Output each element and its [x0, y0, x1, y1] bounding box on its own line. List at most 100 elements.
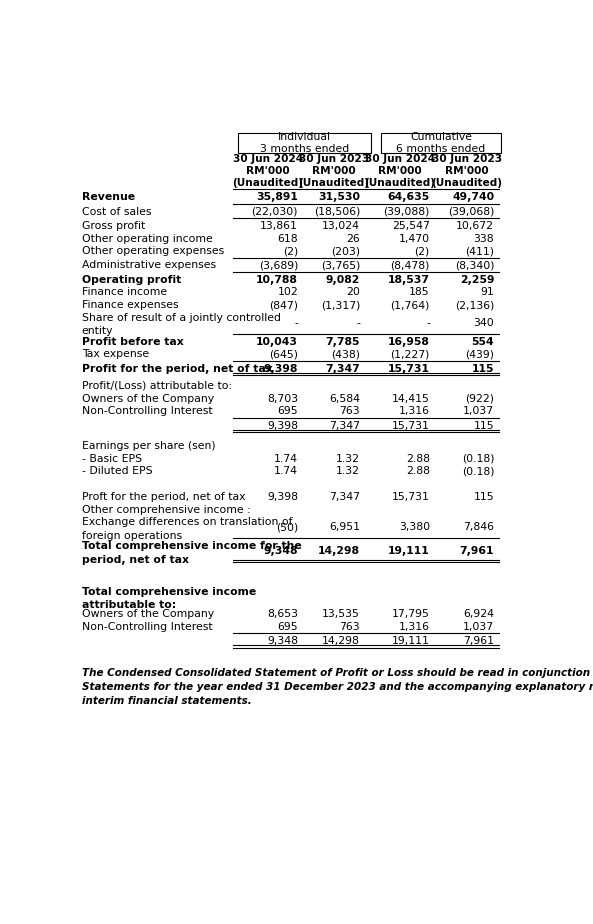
Text: 8,653: 8,653: [267, 609, 298, 619]
Text: 763: 763: [339, 407, 360, 417]
Text: 763: 763: [339, 622, 360, 632]
Text: 14,298: 14,298: [318, 546, 360, 556]
Text: -: -: [356, 318, 360, 328]
Text: 15,731: 15,731: [392, 492, 430, 502]
Text: 10,043: 10,043: [256, 336, 298, 346]
Text: 3,380: 3,380: [398, 522, 430, 532]
Text: 2,259: 2,259: [460, 274, 494, 285]
Text: 9,398: 9,398: [267, 420, 298, 431]
Text: Other operating income: Other operating income: [82, 234, 213, 244]
Text: 7,846: 7,846: [463, 522, 494, 532]
Text: Cumulative
6 months ended: Cumulative 6 months ended: [397, 132, 486, 154]
Text: 1,316: 1,316: [399, 622, 430, 632]
Text: 7,347: 7,347: [329, 420, 360, 431]
Text: Exchange differences on translation of
foreign operations: Exchange differences on translation of f…: [82, 517, 292, 541]
Text: 7,961: 7,961: [463, 637, 494, 646]
Text: (0.18): (0.18): [462, 467, 494, 477]
Text: 7,347: 7,347: [329, 492, 360, 502]
Text: 8,703: 8,703: [267, 394, 298, 404]
Text: Other comprehensive income :: Other comprehensive income :: [82, 505, 251, 515]
Text: 64,635: 64,635: [388, 192, 430, 202]
Text: 14,298: 14,298: [322, 637, 360, 646]
Text: (0.18): (0.18): [462, 454, 494, 464]
Text: 30 Jun 2024
RM'000
(Unaudited): 30 Jun 2024 RM'000 (Unaudited): [232, 153, 304, 188]
Text: 19,111: 19,111: [392, 637, 430, 646]
Text: (2): (2): [283, 246, 298, 256]
Text: 13,861: 13,861: [260, 221, 298, 231]
Text: 9,082: 9,082: [326, 274, 360, 285]
Text: (203): (203): [331, 246, 360, 256]
Text: 1.74: 1.74: [274, 454, 298, 464]
Text: Non-Controlling Interest: Non-Controlling Interest: [82, 407, 212, 417]
Text: 618: 618: [278, 234, 298, 244]
Text: (2): (2): [415, 246, 430, 256]
Text: Individual
3 months ended: Individual 3 months ended: [260, 132, 349, 154]
Text: (2,136): (2,136): [455, 300, 494, 310]
Text: 26: 26: [346, 234, 360, 244]
Text: 30 Jun 2023
RM'000
(Unaudited): 30 Jun 2023 RM'000 (Unaudited): [298, 153, 369, 188]
Text: - Diluted EPS: - Diluted EPS: [82, 467, 152, 477]
Text: Proft for the period, net of tax: Proft for the period, net of tax: [82, 492, 246, 502]
Text: (1,227): (1,227): [390, 349, 430, 359]
Text: (22,030): (22,030): [251, 207, 298, 216]
Text: - Basic EPS: - Basic EPS: [82, 454, 142, 464]
Text: (50): (50): [276, 522, 298, 532]
Text: 9,348: 9,348: [264, 546, 298, 556]
Text: Administrative expenses: Administrative expenses: [82, 261, 216, 271]
Text: (645): (645): [269, 349, 298, 359]
Text: (18,506): (18,506): [314, 207, 360, 216]
Text: Earnings per share (sen): Earnings per share (sen): [82, 441, 215, 451]
Bar: [238, 133, 371, 153]
Text: (39,068): (39,068): [448, 207, 494, 216]
Text: 1.74: 1.74: [274, 467, 298, 477]
Text: 1,470: 1,470: [398, 234, 430, 244]
Text: Non-Controlling Interest: Non-Controlling Interest: [82, 622, 212, 632]
Text: 695: 695: [278, 407, 298, 417]
Text: (8,478): (8,478): [390, 261, 430, 271]
Text: (3,765): (3,765): [321, 261, 360, 271]
Text: (8,340): (8,340): [455, 261, 494, 271]
Text: Other operating expenses: Other operating expenses: [82, 246, 224, 256]
Text: Gross profit: Gross profit: [82, 221, 145, 231]
Text: 10,672: 10,672: [456, 221, 494, 231]
Text: Revenue: Revenue: [82, 192, 135, 202]
Text: Share of result of a jointly controlled
entity: Share of result of a jointly controlled …: [82, 313, 281, 336]
Text: -: -: [294, 318, 298, 328]
Text: 9,398: 9,398: [267, 492, 298, 502]
Text: 1,037: 1,037: [463, 622, 494, 632]
Text: 10,788: 10,788: [256, 274, 298, 285]
Text: 115: 115: [474, 492, 494, 502]
Text: 338: 338: [474, 234, 494, 244]
Text: 115: 115: [474, 420, 494, 431]
Text: 1.32: 1.32: [336, 454, 360, 464]
Text: -: -: [426, 318, 430, 328]
Text: Finance income: Finance income: [82, 287, 167, 298]
Text: (922): (922): [465, 394, 494, 404]
Text: Total comprehensive income
attributable to:: Total comprehensive income attributable …: [82, 587, 256, 611]
Text: 16,958: 16,958: [388, 336, 430, 346]
Text: Owners of the Company: Owners of the Company: [82, 609, 214, 619]
Text: 15,731: 15,731: [388, 364, 430, 373]
Text: 6,924: 6,924: [463, 609, 494, 619]
Text: 2.88: 2.88: [406, 467, 430, 477]
Text: (39,088): (39,088): [384, 207, 430, 216]
Text: The Condensed Consolidated Statement of Profit or Loss should be read in conjunc: The Condensed Consolidated Statement of …: [82, 667, 593, 706]
Text: Owners of the Company: Owners of the Company: [82, 394, 214, 404]
Text: 115: 115: [471, 364, 494, 373]
Text: 13,535: 13,535: [322, 609, 360, 619]
Text: 6,951: 6,951: [329, 522, 360, 532]
Text: 9,398: 9,398: [264, 364, 298, 373]
Text: 20: 20: [346, 287, 360, 298]
Text: 340: 340: [473, 318, 494, 328]
Text: Cost of sales: Cost of sales: [82, 207, 151, 216]
Text: 18,537: 18,537: [388, 274, 430, 285]
Text: 9,348: 9,348: [267, 637, 298, 646]
Text: 30 Jun 2024
RM'000
(Unaudited): 30 Jun 2024 RM'000 (Unaudited): [364, 153, 435, 188]
Text: 2.88: 2.88: [406, 454, 430, 464]
Text: 695: 695: [278, 622, 298, 632]
Text: Total comprehensive income for the
period, net of tax: Total comprehensive income for the perio…: [82, 541, 302, 565]
Text: 6,584: 6,584: [329, 394, 360, 404]
Text: 35,891: 35,891: [256, 192, 298, 202]
Text: 7,961: 7,961: [460, 546, 494, 556]
Text: (1,317): (1,317): [321, 300, 360, 310]
